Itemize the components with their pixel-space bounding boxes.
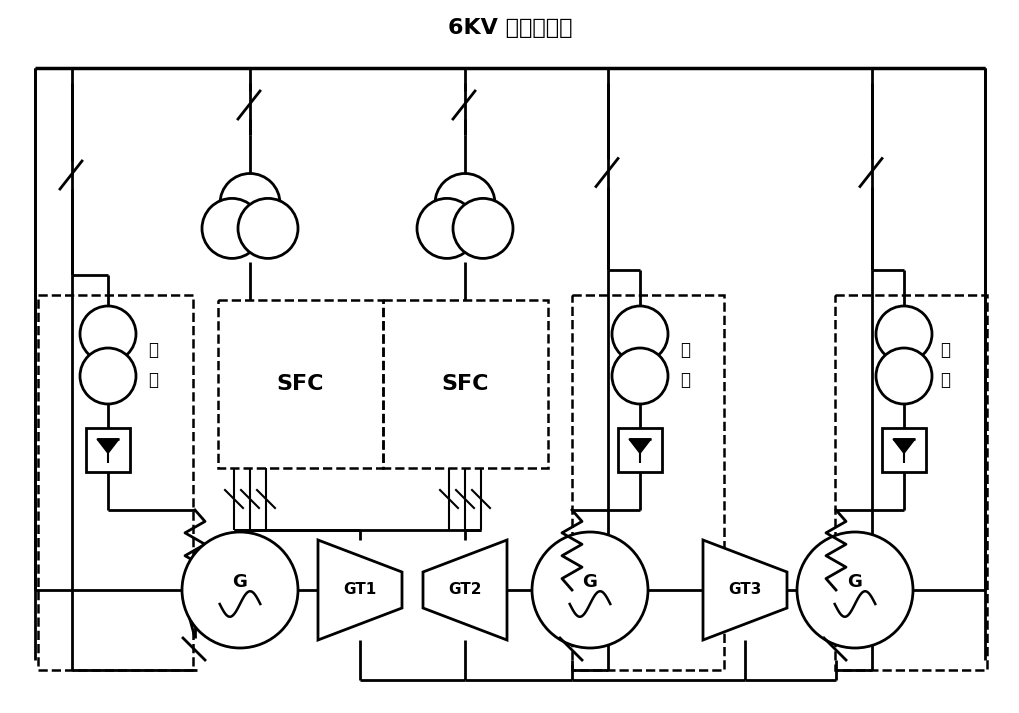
Circle shape [797,532,913,648]
Circle shape [220,173,280,233]
Bar [618,428,662,472]
Circle shape [532,532,648,648]
Circle shape [238,198,298,258]
Text: G: G [583,573,597,591]
Text: 励: 励 [940,341,950,359]
Text: G: G [848,573,862,591]
Circle shape [182,532,298,648]
Circle shape [876,306,932,362]
Text: G: G [232,573,248,591]
Circle shape [81,348,136,404]
Bar [383,300,548,468]
Text: SFC: SFC [442,374,489,394]
Text: GT2: GT2 [448,583,482,597]
Polygon shape [97,439,119,453]
Text: GT3: GT3 [729,583,761,597]
Polygon shape [893,439,915,453]
Bar [882,428,926,472]
Text: 6KV 厂用电母线: 6KV 厂用电母线 [447,18,573,38]
Text: 磁: 磁 [940,371,950,389]
Text: GT1: GT1 [343,583,377,597]
Bar [572,295,725,670]
Bar [835,295,987,670]
Polygon shape [423,540,507,640]
Circle shape [612,306,668,362]
Text: 励: 励 [148,341,158,359]
Text: SFC: SFC [277,374,324,394]
Polygon shape [703,540,787,640]
Circle shape [453,198,513,258]
Text: 磁: 磁 [148,371,158,389]
Bar [86,428,130,472]
Polygon shape [629,439,651,453]
Circle shape [435,173,495,233]
Circle shape [612,348,668,404]
Circle shape [417,198,477,258]
Circle shape [202,198,262,258]
Text: 磁: 磁 [680,371,690,389]
Text: 励: 励 [680,341,690,359]
Circle shape [81,306,136,362]
Bar [218,300,383,468]
Circle shape [876,348,932,404]
Polygon shape [318,540,403,640]
Bar [38,295,193,670]
